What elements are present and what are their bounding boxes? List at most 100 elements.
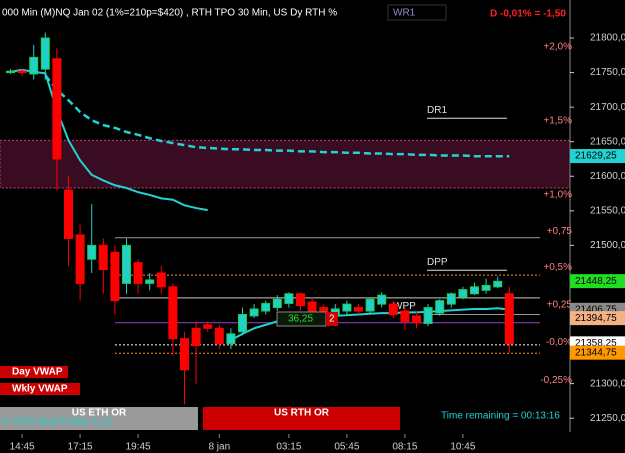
session-label: US RTH OR <box>274 408 330 419</box>
candle-body <box>133 262 143 284</box>
legend-label: Wkly VWAP <box>12 384 68 395</box>
price-label: 21344,75 <box>575 347 617 358</box>
candle-body <box>191 327 201 347</box>
percent-label: -0,25% <box>540 375 572 386</box>
price-label-box <box>570 274 625 289</box>
percent-label: +1,0% <box>543 190 572 201</box>
candle-body <box>388 303 398 315</box>
measure-count-box <box>326 312 338 326</box>
candle-body <box>296 293 305 307</box>
session-box <box>203 407 400 430</box>
x-tick-label: 03:15 <box>276 442 301 453</box>
candle-body <box>284 293 294 304</box>
candle-body <box>98 244 108 271</box>
price-label: 21406,75 <box>575 304 617 315</box>
candle-body <box>110 251 120 302</box>
copyright: © 2025 NinjaTrader, LLC <box>2 417 112 428</box>
legend-box <box>0 383 80 395</box>
y-tick-label: 21650,00 <box>590 136 625 147</box>
candle-body <box>435 300 445 314</box>
daily-change: D -0,01% = -1,50 <box>490 9 566 20</box>
candle-body <box>168 286 178 340</box>
candle-body <box>365 298 375 312</box>
y-tick-label: 21700,00 <box>590 102 625 113</box>
measure-count: 2 <box>329 314 335 325</box>
candle-body <box>29 56 39 75</box>
level-label: WPP <box>393 301 416 312</box>
candle-body <box>423 307 433 324</box>
time-remaining: Time remaining = 00:13:16 <box>441 411 560 422</box>
percent-label: +0,75 <box>547 226 573 237</box>
price-label: 21394,75 <box>575 313 617 324</box>
level-label: DPP <box>427 257 448 268</box>
candle-body <box>87 244 97 260</box>
candle-body <box>156 272 166 288</box>
candle-body <box>238 313 247 333</box>
candle-body <box>493 280 503 288</box>
y-tick-label: 21600,00 <box>590 171 625 182</box>
candle-body <box>122 244 131 284</box>
chart-title: 000 Min (M)NQ Jan 02 (1%=210p=$420) , RT… <box>2 8 337 19</box>
price-label: 21358,25 <box>575 338 617 349</box>
candle-body <box>412 315 421 324</box>
y-tick-label: 21300,00 <box>590 378 625 389</box>
price-label: 21629,25 <box>575 151 617 162</box>
x-tick-label: 08:15 <box>392 442 417 453</box>
candle-body <box>342 303 352 312</box>
price-label-box <box>570 311 625 326</box>
candle-body <box>458 289 468 298</box>
x-tick-label: 14:45 <box>10 442 35 453</box>
candle-body <box>40 37 50 70</box>
candle-body <box>75 234 85 284</box>
candle-body <box>446 293 456 305</box>
price-label: 21448,25 <box>575 276 617 287</box>
candle-body <box>470 286 479 295</box>
candle-body <box>400 310 410 322</box>
candle-body <box>214 327 224 345</box>
percent-label: +1,5% <box>543 116 572 127</box>
zone-band <box>0 139 571 189</box>
x-tick-label: 17:15 <box>68 442 93 453</box>
candle-body <box>261 302 271 312</box>
weekly-level: WR1 <box>393 8 416 19</box>
price-label-box <box>570 149 625 164</box>
candle-body <box>180 338 189 371</box>
candle-body <box>52 58 62 160</box>
session-label: US ETH OR <box>72 408 127 419</box>
y-tick-label: 21800,00 <box>590 33 625 44</box>
y-tick-label: 21500,00 <box>590 240 625 251</box>
candle-body <box>272 298 282 309</box>
level-label: DR1 <box>427 105 447 116</box>
candle-body <box>226 333 236 345</box>
vwap-line <box>44 74 510 158</box>
candle-body <box>203 324 213 329</box>
candle-body <box>64 189 73 239</box>
candle-body <box>481 284 491 291</box>
wr1-box <box>387 4 447 21</box>
y-tick-label: 21750,00 <box>590 67 625 78</box>
y-tick-label: 21550,00 <box>590 205 625 216</box>
x-tick-label: 8 jan <box>208 442 230 453</box>
x-tick-label: 05:45 <box>334 442 359 453</box>
session-box <box>0 407 198 430</box>
percent-label: +0,25 <box>547 299 573 310</box>
candle-body <box>17 70 27 74</box>
candle-body <box>6 70 15 74</box>
y-tick-label: 21250,00 <box>590 413 625 424</box>
legend-label: Day VWAP <box>12 367 63 378</box>
percent-label: -0,0% <box>546 337 572 348</box>
percent-label: +2,0% <box>543 42 572 53</box>
percent-label: +0,5% <box>543 262 572 273</box>
candle-body <box>354 307 363 312</box>
x-tick-label: 10:45 <box>450 442 475 453</box>
candle-body <box>504 293 514 345</box>
candle-body <box>377 294 387 305</box>
candle-body <box>145 279 155 284</box>
x-tick-label: 19:45 <box>126 442 151 453</box>
legend-box <box>0 366 68 378</box>
measure-text: 36,25 <box>288 314 313 325</box>
candle-body <box>249 308 259 317</box>
price-label-box <box>570 345 625 360</box>
